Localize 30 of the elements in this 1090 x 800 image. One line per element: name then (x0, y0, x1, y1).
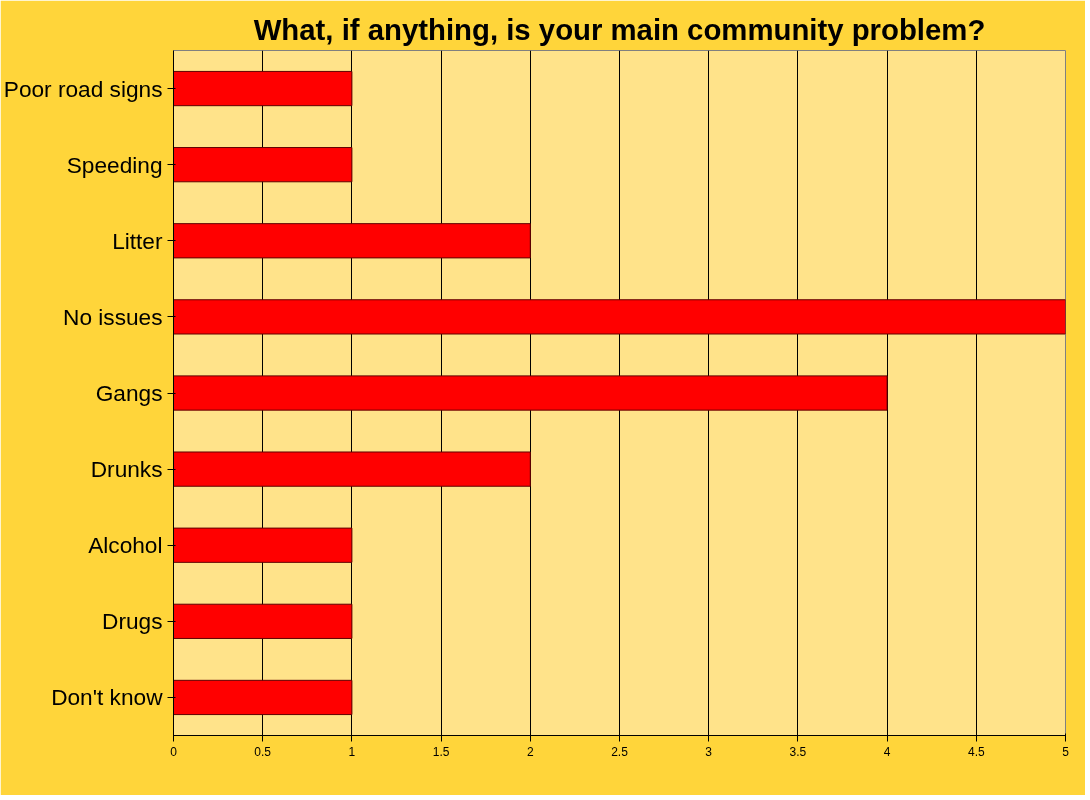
bar (173, 70, 353, 107)
x-tick-label: 4.5 (967, 744, 985, 759)
x-tick-label: 3 (705, 744, 713, 759)
bar (173, 603, 353, 639)
x-tick-label: 5 (1062, 744, 1070, 759)
y-tick-label: Litter (112, 227, 163, 254)
bar (173, 679, 353, 716)
y-tick-label: Gangs (95, 380, 163, 406)
bar (173, 375, 888, 411)
chart-title: What, if anything, is your main community problem? (253, 12, 986, 46)
y-tick-label: Drunks (90, 456, 163, 483)
x-tick-label: 1.5 (432, 744, 450, 759)
x-tick-label: 1 (348, 744, 356, 759)
y-tick-label: Poor road signs (3, 75, 163, 102)
bar (173, 451, 531, 487)
x-tick-label: 2.5 (611, 744, 629, 759)
bar (173, 223, 531, 259)
y-tick-label: Alcohol (88, 532, 163, 559)
bar (173, 299, 1066, 335)
x-tick-label: 2 (526, 744, 534, 759)
x-tick-label: 4 (883, 744, 891, 759)
bar (173, 147, 353, 183)
x-tick-label: 3.5 (789, 744, 807, 759)
x-tick-label: 0 (170, 744, 178, 759)
y-tick-label: Drugs (102, 608, 163, 635)
y-tick-label: Speeding (66, 151, 163, 178)
x-tick-label: 0.5 (254, 744, 272, 759)
y-tick-label: Don't know (51, 684, 164, 711)
y-tick-label: No issues (63, 303, 163, 330)
bar (173, 527, 353, 563)
